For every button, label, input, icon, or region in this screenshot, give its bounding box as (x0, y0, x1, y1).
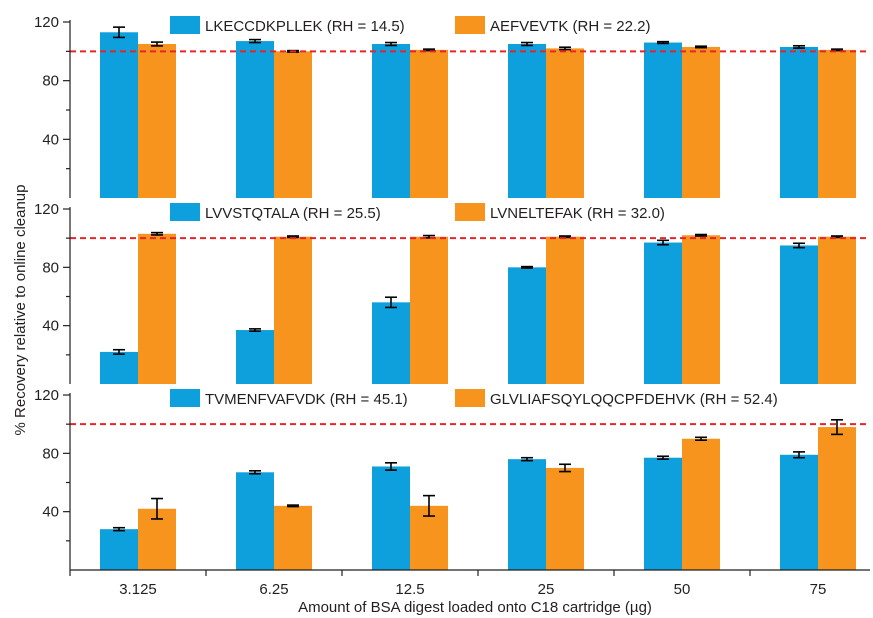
error-bar (521, 456, 533, 462)
bar-2-a-75 (780, 245, 818, 384)
bar-3-a-12.5 (372, 466, 410, 570)
legend-label: LVNELTEFAK (RH = 32.0) (490, 205, 665, 222)
bar-1-a-50 (644, 42, 682, 199)
error-bar (695, 45, 707, 49)
bar-1-b-75 (818, 49, 856, 198)
error-bar (657, 239, 669, 246)
legend-swatch (170, 389, 200, 407)
y-tick-label: 40 (42, 131, 59, 148)
bar-2-a-50 (644, 242, 682, 384)
bar-2-b-3.125 (138, 233, 176, 384)
legend-label: GLVLIAFSQYLQQCPFDEHVK (RH = 52.4) (490, 391, 778, 408)
legend-swatch (170, 16, 200, 34)
y-tick-label: 80 (42, 259, 59, 276)
error-bar (151, 497, 163, 520)
error-bar (113, 348, 125, 355)
bar-3-b-75 (818, 427, 856, 570)
x-tick-label: 3.125 (119, 581, 157, 598)
y-tick-label: 120 (34, 201, 59, 218)
legend-label: LKECCDKPLLEK (RH = 14.5) (205, 18, 405, 35)
chart-panels: 40 80 120 LKECCDKPLLEK (RH = 14.5) AEFVEVTK … (34, 14, 870, 598)
error-bar (151, 41, 163, 47)
legend-label: LVVSTQTALA (RH = 25.5) (205, 205, 381, 222)
chart-panel-1: 40 80 120 LKECCDKPLLEK (RH = 14.5) AEFVEVTK … (34, 14, 870, 199)
x-tick-label: 12.5 (395, 581, 424, 598)
bar-1-b-25 (546, 48, 584, 199)
y-tick-label: 40 (42, 504, 59, 521)
error-bar (385, 296, 397, 309)
error-bar (793, 242, 805, 249)
bar-1-a-12.5 (372, 44, 410, 198)
error-bar (385, 462, 397, 471)
bar-3-a-3.125 (100, 529, 138, 570)
legend-swatch (455, 16, 485, 34)
legend-label: AEFVEVTK (RH = 22.2) (490, 18, 650, 35)
error-bar (831, 418, 843, 436)
bar-3-a-25 (508, 459, 546, 570)
bar-2-a-3.125 (100, 351, 138, 384)
legend-swatch (170, 203, 200, 221)
legend-swatch (455, 203, 485, 221)
x-tick-label: 50 (674, 581, 691, 598)
bar-3-b-25 (546, 467, 584, 570)
bar-2-a-25 (508, 267, 546, 384)
bar-1-a-75 (780, 46, 818, 198)
error-bar (657, 455, 669, 460)
bar-2-b-6.25 (274, 236, 312, 384)
bar-3-a-6.25 (236, 472, 274, 570)
legend-label: TVMENFVAFVDK (RH = 45.1) (205, 391, 408, 408)
y-tick-label: 120 (34, 387, 59, 404)
error-bar (249, 470, 261, 475)
error-bar (521, 41, 533, 47)
bar-1-a-25 (508, 44, 546, 198)
bar-2-b-25 (546, 236, 584, 384)
bar-1-a-3.125 (100, 32, 138, 199)
bar-2-a-6.25 (236, 330, 274, 384)
error-bar (793, 44, 805, 49)
x-axis-label: Amount of BSA digest loaded onto C18 car… (298, 599, 652, 616)
error-bar (559, 463, 571, 473)
bar-3-b-6.25 (274, 505, 312, 570)
bar-1-b-3.125 (138, 44, 176, 198)
bar-2-a-12.5 (372, 302, 410, 384)
error-bar (287, 504, 299, 508)
x-tick-label: 6.25 (259, 581, 288, 598)
error-bar (521, 265, 533, 269)
error-bar (559, 46, 571, 51)
bar-3-a-75 (780, 454, 818, 570)
bar-2-b-12.5 (410, 236, 448, 384)
y-axis-label: % Recovery relative to online cleanup (12, 185, 29, 436)
chart-panel-2: 40 80 120 LVVSTQTALA (RH = 25.5) LVNELTEFAK … (34, 201, 870, 384)
chart-panel-3: 40 80 120 TVMENFVAFVDK (RH = 45.1) GLVLIAFSQ… (34, 387, 870, 598)
error-bar (113, 26, 125, 39)
bar-3-a-50 (644, 457, 682, 570)
y-tick-label: 80 (42, 73, 59, 90)
bar-1-b-12.5 (410, 49, 448, 198)
bar-3-b-50 (682, 438, 720, 570)
error-bar (151, 231, 163, 236)
y-tick-label: 40 (42, 318, 59, 335)
bar-2-b-75 (818, 236, 856, 384)
error-bar (249, 328, 261, 333)
bar-1-b-6.25 (274, 51, 312, 199)
error-bar (423, 494, 435, 517)
error-bar (113, 526, 125, 532)
error-bar (793, 451, 805, 459)
y-tick-label: 80 (42, 445, 59, 462)
x-tick-label: 75 (810, 581, 827, 598)
x-tick-label: 25 (538, 581, 555, 598)
error-bar (695, 233, 707, 237)
legend-swatch (455, 389, 485, 407)
error-bar (249, 38, 261, 44)
bar-1-a-6.25 (236, 41, 274, 198)
error-bar (385, 41, 397, 47)
y-tick-label: 120 (34, 14, 59, 31)
bar-1-b-50 (682, 46, 720, 198)
error-bar (695, 436, 707, 442)
error-bar (657, 40, 669, 45)
bar-2-b-50 (682, 235, 720, 384)
